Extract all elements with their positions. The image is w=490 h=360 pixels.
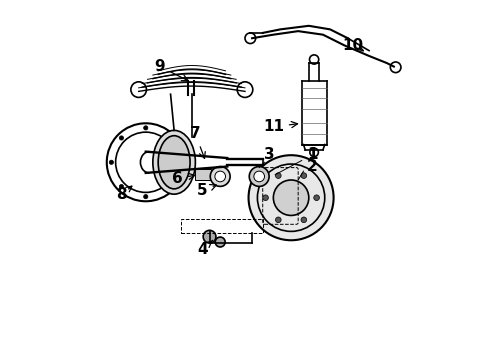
Polygon shape: [196, 169, 211, 180]
Circle shape: [248, 155, 334, 240]
Text: 9: 9: [155, 59, 188, 81]
Circle shape: [215, 171, 225, 182]
Text: 4: 4: [197, 240, 213, 257]
Text: 6: 6: [172, 171, 195, 186]
Circle shape: [301, 217, 307, 222]
Circle shape: [215, 237, 225, 247]
Circle shape: [168, 136, 172, 140]
Circle shape: [203, 230, 216, 243]
Text: 11: 11: [263, 119, 297, 134]
Circle shape: [210, 167, 230, 186]
Circle shape: [314, 195, 319, 201]
Text: 5: 5: [197, 183, 216, 198]
Text: 3: 3: [265, 147, 275, 162]
Circle shape: [168, 184, 172, 189]
Text: 2: 2: [307, 159, 318, 174]
Circle shape: [120, 136, 123, 140]
Circle shape: [120, 184, 123, 189]
Ellipse shape: [158, 136, 190, 189]
Circle shape: [144, 126, 148, 130]
Circle shape: [263, 195, 269, 201]
Circle shape: [178, 160, 182, 165]
Circle shape: [275, 173, 281, 179]
Text: 1: 1: [307, 147, 318, 162]
Ellipse shape: [153, 130, 196, 194]
Circle shape: [109, 160, 114, 165]
Text: 7: 7: [190, 126, 205, 158]
Circle shape: [254, 171, 265, 182]
Text: 10: 10: [343, 38, 364, 53]
Circle shape: [273, 180, 309, 215]
Circle shape: [249, 167, 269, 186]
Circle shape: [301, 173, 307, 179]
Circle shape: [144, 194, 148, 199]
Circle shape: [275, 217, 281, 222]
Text: 8: 8: [116, 187, 126, 202]
